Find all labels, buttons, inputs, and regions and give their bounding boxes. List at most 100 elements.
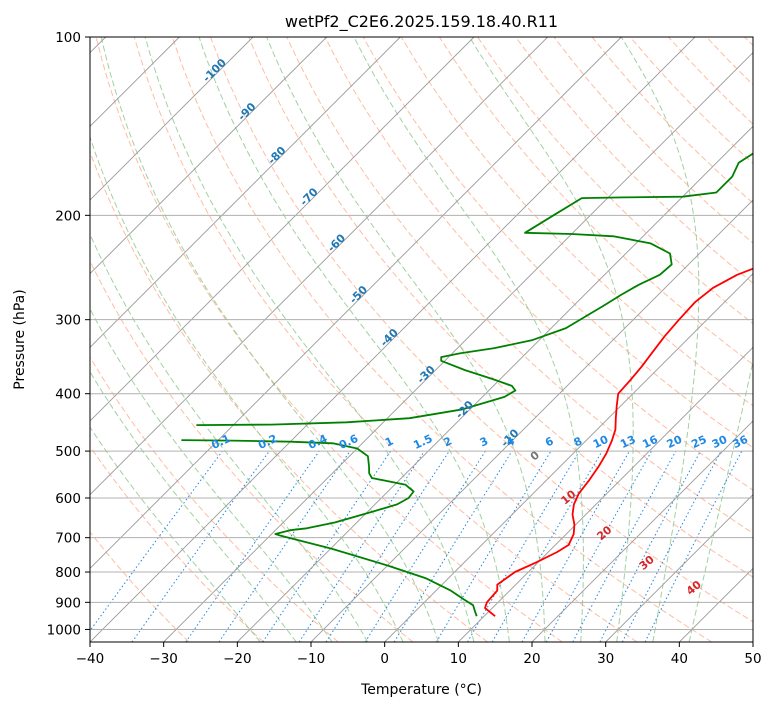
dry-adiabat-line (438, 37, 753, 366)
x-axis-ticks: −40 −30 −20 −10 0 10 20 30 40 50 (76, 642, 762, 667)
isotherm-label: -80 (265, 144, 288, 167)
y-tick-label: 800 (55, 565, 81, 581)
isotherm-line (752, 641, 753, 642)
mixing-ratio-label: 8 (572, 434, 584, 449)
mixing-ratio-label: 0.1 (209, 432, 232, 452)
moist-adiabat-line (90, 308, 333, 642)
profile-lines (181, 152, 753, 617)
x-tick-label: 50 (744, 651, 761, 667)
mixing-ratio-line (325, 450, 450, 642)
mixing-ratio-label: 16 (640, 433, 660, 451)
background-lines (90, 37, 753, 642)
x-axis-label: Temperature (°C) (360, 682, 482, 698)
y-tick-label: 200 (55, 208, 81, 224)
dry-adiabat-line (515, 37, 753, 284)
x-tick-label: 0 (380, 651, 389, 667)
dry-adiabat-line (90, 445, 264, 642)
isotherm-label: -50 (347, 283, 370, 306)
y-tick-label: 900 (55, 595, 81, 611)
x-tick-label: 30 (597, 651, 614, 667)
dry-adiabat-line (744, 37, 753, 47)
isotherm-line (90, 37, 696, 642)
dry-adiabat-line (706, 37, 753, 86)
isotherm-line (163, 52, 753, 642)
moist-adiabat-line (90, 426, 261, 642)
mixing-ratio-line (572, 450, 677, 642)
dry-adiabat-line (133, 37, 638, 642)
x-tick-label: −10 (297, 651, 326, 667)
mixing-ratio-line (521, 450, 630, 642)
isotherm-label: -60 (325, 231, 348, 254)
x-tick-label: −40 (76, 651, 105, 667)
isotherm-label: -30 (414, 363, 437, 386)
x-tick-label: 40 (671, 651, 688, 667)
dry-adiabat-line (90, 356, 339, 642)
moist-adiabat-line (266, 37, 546, 642)
mixing-ratio-label: 1.5 (411, 432, 434, 452)
moist-adiabat-line (353, 37, 584, 642)
moist-adiabat-line (90, 232, 369, 642)
chart-title: wetPf2_C2E6.2025.159.18.40.R11 (285, 12, 558, 32)
moist-adiabat-line (620, 37, 700, 642)
y-tick-label: 300 (55, 313, 81, 329)
dewpoint-line (181, 439, 478, 617)
mixing-ratio-line (262, 450, 392, 642)
x-tick-label: 10 (450, 651, 467, 667)
mixing-ratio-label: 20 (665, 433, 685, 451)
dry-adiabat-line (171, 37, 712, 642)
mixing-ratio-label: 10 (591, 433, 611, 451)
mixing-ratio-line (545, 450, 653, 642)
mixing-ratio-line (131, 450, 270, 642)
moist-adiabat-line (144, 37, 475, 642)
isotherm-label: -20 (453, 398, 476, 421)
dry-adiabat-line (477, 37, 753, 325)
moist-adiabat-line (469, 37, 634, 642)
isotherm-line (237, 125, 753, 642)
moist-adiabat-label: 20 (594, 523, 614, 543)
moist-adiabat-line (90, 370, 297, 642)
isotherm-line (90, 37, 254, 201)
y-axis-label: Pressure (hPa) (12, 289, 28, 389)
plot-frame (89, 36, 754, 643)
mixing-ratio-line (393, 450, 513, 642)
isotherm-line (310, 199, 753, 642)
temperature-line (484, 267, 753, 617)
mixing-ratio-line (298, 450, 425, 642)
y-tick-label: 700 (55, 531, 81, 547)
dry-adiabat-line (248, 37, 753, 578)
mixing-ratio-label: 0.4 (306, 432, 329, 452)
isotherm-line (90, 37, 548, 496)
mixing-ratio-line (90, 450, 223, 632)
y-tick-label: 400 (55, 387, 81, 403)
mixing-ratio-line (218, 450, 351, 642)
isotherm-line (90, 37, 622, 569)
mixing-ratio-line (599, 450, 701, 642)
dry-adiabat-line (668, 37, 753, 125)
isotherm-line (90, 37, 475, 422)
x-tick-label: 20 (523, 651, 540, 667)
isotherm-label: -70 (297, 185, 320, 208)
mixing-ratio-label: 30 (710, 433, 730, 451)
dry-adiabat-line (553, 37, 753, 244)
isotherm-line (531, 420, 753, 642)
moist-adiabat-label: 40 (684, 578, 704, 598)
dry-adiabat-line (90, 259, 414, 642)
mixing-ratio-label: 3 (478, 434, 490, 449)
moist-adiabat-line (688, 358, 753, 642)
dry-adiabat-line (591, 37, 753, 204)
mixing-ratio-label: 13 (618, 433, 637, 451)
moist-adiabat-label: 30 (637, 553, 657, 573)
y-tick-label: 600 (55, 491, 81, 507)
dewpoint-line (196, 152, 753, 426)
isotherm-line (90, 37, 401, 348)
dry-adiabat-line (400, 37, 753, 407)
x-tick-label: −30 (149, 651, 178, 667)
isotherm-line (605, 494, 753, 642)
y-tick-label: 100 (55, 30, 81, 46)
isotherm-line (90, 37, 327, 275)
moist-adiabat-line (100, 37, 439, 642)
moist-adiabat-line (198, 37, 510, 642)
mixing-ratio-label: 25 (689, 433, 708, 451)
isotherm-line (384, 273, 753, 642)
